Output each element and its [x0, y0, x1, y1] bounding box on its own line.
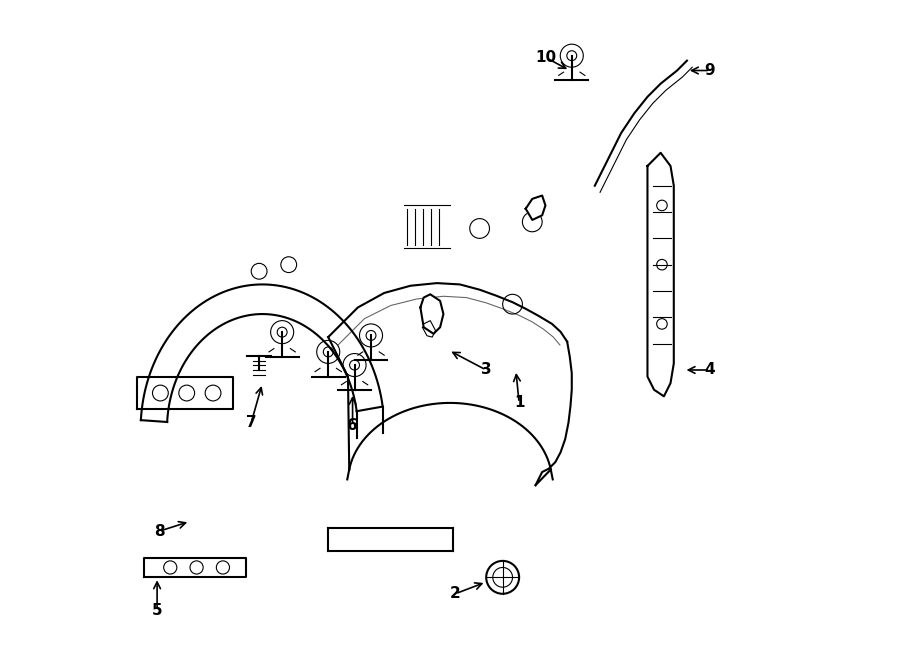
- Polygon shape: [647, 153, 674, 397]
- Text: 9: 9: [705, 63, 716, 78]
- Text: 5: 5: [152, 603, 162, 618]
- Text: 1: 1: [514, 395, 525, 410]
- Polygon shape: [420, 294, 444, 334]
- Text: 4: 4: [705, 362, 716, 377]
- Text: 2: 2: [450, 586, 461, 602]
- Text: 10: 10: [535, 50, 556, 65]
- Polygon shape: [526, 196, 545, 220]
- Text: 6: 6: [347, 418, 358, 434]
- Text: 7: 7: [246, 415, 256, 430]
- Text: 8: 8: [154, 524, 165, 539]
- Text: 3: 3: [481, 362, 491, 377]
